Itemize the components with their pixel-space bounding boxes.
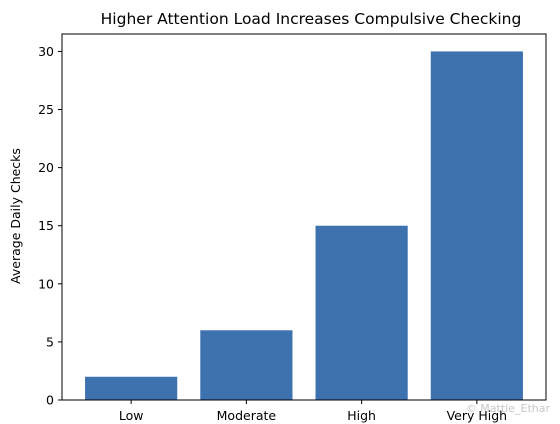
axes-frame	[61, 33, 547, 401]
x-tick-label: High	[347, 408, 376, 423]
bar-low	[85, 376, 178, 400]
plot-area: 0 5 10 15 20 25 30 Low Moderate High Very High	[38, 33, 547, 423]
y-tick-label: 10	[38, 276, 54, 291]
y-axis-label: Average Daily Checks	[8, 148, 23, 284]
y-tick-label: 0	[46, 393, 54, 408]
bar-high	[315, 225, 408, 400]
x-tick-label: Low	[119, 408, 144, 423]
x-tick-label: Very High	[447, 408, 508, 423]
y-tick-label: 15	[38, 218, 54, 233]
chart-title: Higher Attention Load Increases Compulsi…	[101, 10, 522, 28]
watermark: © Mattie_Ethar	[466, 402, 551, 415]
y-tick-label: 20	[38, 160, 54, 175]
y-tick-label: 5	[46, 334, 54, 349]
y-tick-label: 25	[38, 102, 54, 117]
bar-moderate	[200, 330, 293, 400]
x-tick-label: Moderate	[217, 408, 277, 423]
y-tick-label: 30	[38, 44, 54, 59]
bar-very-high	[430, 51, 523, 401]
